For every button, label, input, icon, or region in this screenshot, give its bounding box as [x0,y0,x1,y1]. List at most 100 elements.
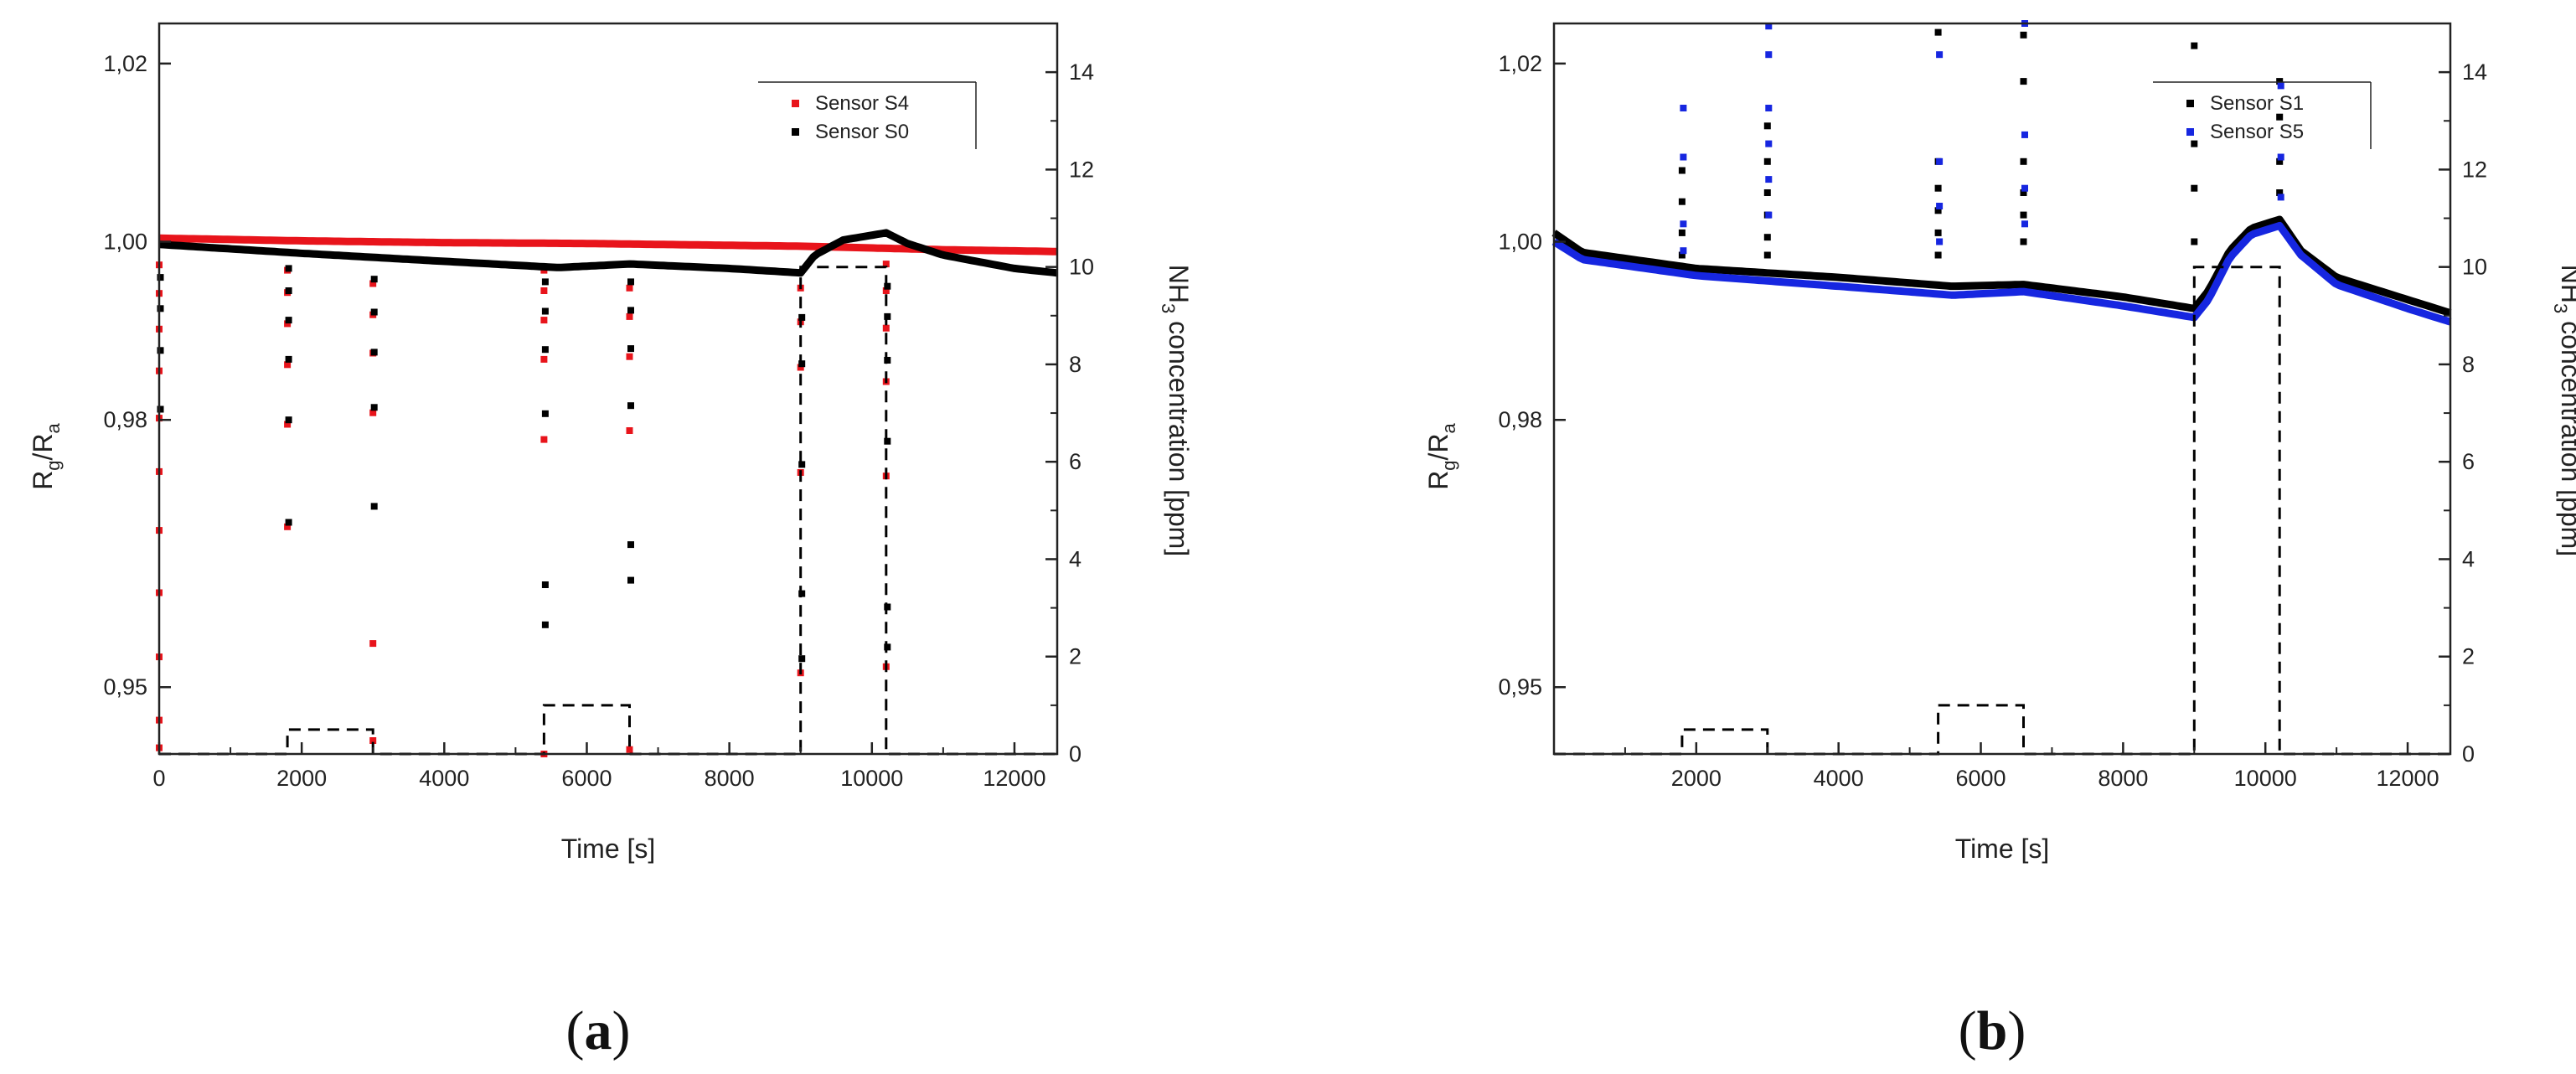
y2-tick-label: 14 [2462,59,2487,85]
data-point [541,307,549,315]
data-point [2020,31,2027,39]
data-point [540,317,548,324]
spike-group [2021,20,2028,228]
legend-marker [2186,100,2194,107]
y2-tick-label: 0 [2462,741,2475,767]
data-point [540,287,548,294]
data-point [541,621,549,628]
x-tick-label: 2000 [276,766,327,791]
data-point [1934,229,1942,236]
data-point [1680,105,1687,111]
data-point [1765,23,1773,30]
spike-group [1934,28,1942,259]
spike-group [1680,105,1687,255]
data-point [2021,220,2028,228]
data-point [541,410,549,417]
data-point [882,324,890,332]
data-point [626,284,633,292]
y2-tick-label: 4 [2462,546,2475,571]
x-tick-label: 10000 [2234,766,2297,791]
data-point [2191,42,2198,49]
legend-marker [2186,128,2194,136]
data-point [2020,157,2027,165]
data-point [2276,78,2284,85]
data-point [285,317,292,324]
y2-tick-label: 6 [2462,449,2475,474]
y-tick-label: 0,98 [103,407,147,432]
data-point [627,576,634,584]
data-point [626,353,633,360]
series-sensor-s4-a [156,234,1057,757]
data-point [626,312,633,320]
x-tick-label: 6000 [1955,766,2006,791]
data-point [2276,157,2284,165]
data-point [1763,234,1771,241]
data-point [627,541,634,549]
legend-a: Sensor S4 Sensor S0 [758,81,977,149]
legend-b: Sensor S1 Sensor S5 [2153,81,2372,149]
series-nh3-concentration-b [1554,266,2450,756]
data-point [2021,184,2028,192]
y2-ticks-b: 0 2 4 6 8 10 12 14 [2439,59,2487,767]
y-tick-label: 1,00 [103,230,147,255]
data-point [541,346,549,354]
y2-tick-label: 0 [1069,741,1082,767]
x-tick-label: 4000 [1814,766,1864,791]
data-point [2191,238,2198,245]
y2-tick-label: 6 [1069,449,1082,474]
y2-tick-label: 12 [1069,157,1094,182]
spike-group [1765,23,1773,219]
data-point [284,421,292,428]
x-axis-title-a: Time [s] [561,834,656,864]
data-point [2277,82,2284,90]
data-point [369,737,377,744]
x-ticks-a: 0 2000 4000 6000 8000 10000 12000 [152,742,1045,791]
x-tick-label: 8000 [2098,766,2148,791]
data-point [882,287,890,294]
legend-label: Sensor S1 [2210,92,2304,115]
data-point [284,523,292,530]
data-point [1763,122,1771,130]
data-point [540,355,548,363]
y-ticks-a: 0,95 0,98 1,00 1,02 [103,51,171,700]
y2-tick-label: 8 [2462,352,2475,377]
data-point [2277,194,2284,201]
data-point [285,355,292,363]
spike-group [1678,167,1685,259]
panel-a: Time [s] Rg/Ra NH3 concentration [ppm] (… [28,265,1194,1061]
y-tick-label: 1,02 [103,51,147,76]
y-tick-label: 0,95 [1498,674,1542,700]
data-point [370,349,378,356]
baseline-trace [1551,221,2452,326]
data-point [1936,157,1944,165]
spike-group [2277,82,2284,201]
spike-group [2191,42,2198,245]
x-tick-label: 12000 [983,766,1045,791]
y2-axis-title-a: NH3 concentration [ppm] [1158,265,1194,556]
data-point [627,402,634,410]
spike-group [285,265,292,526]
data-point [1678,198,1685,205]
data-point [370,276,378,283]
spike-group [540,266,548,757]
y-tick-label: 1,00 [1498,230,1542,255]
data-point [1680,153,1687,161]
data-point [541,278,549,286]
data-point [285,287,292,294]
y2-ticks-a: 0 2 4 6 8 10 12 14 [1045,59,1094,767]
data-point [1678,229,1685,236]
legend-marker [792,128,799,136]
data-point [369,409,377,416]
spike-group [541,278,549,628]
data-point [2020,211,2027,219]
data-point [2020,189,2027,196]
data-point [1765,51,1773,59]
plot-frame-a [157,22,1059,756]
data-point [2277,153,2284,161]
data-point [2020,78,2027,85]
spike-group [1936,51,1944,245]
data-point [1680,220,1687,228]
data-point [1934,184,1942,192]
data-point [1765,176,1773,183]
